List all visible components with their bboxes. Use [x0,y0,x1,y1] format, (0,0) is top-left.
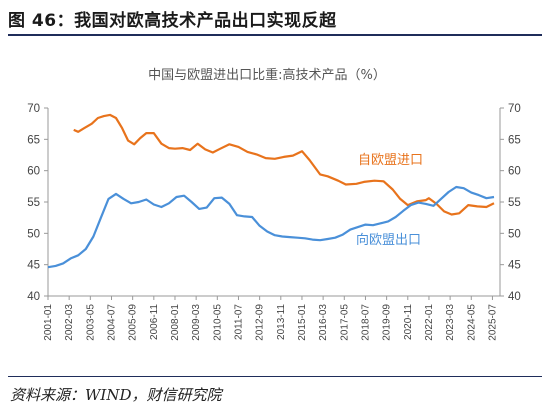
y-tick-label-left: 40 [27,291,40,303]
y-tick-label-left: 60 [27,166,40,178]
x-tick-label: 2023-03 [445,304,456,341]
x-tick-label: 2006-11 [149,304,160,340]
y-tick-label-right: 45 [508,260,521,272]
figure-title: 图 46：我国对欧高技术产品出口实现反超 [8,11,337,31]
y-tick-label-right: 60 [508,166,521,178]
x-tick-label: 2002-03 [64,304,75,341]
x-tick-label: 2018-07 [360,304,371,341]
line-chart: 中国与欧盟进出口比重:高技术产品（%） 40 40 45 45 50 50 55 55 60 60… [27,67,521,341]
source-note: 资料来源：WIND，财信研究院 [10,386,222,404]
x-tick-label: 2011-07 [233,304,244,340]
x-tick-label: 2001-01 [43,304,54,341]
y-tick-label-left: 70 [27,103,40,115]
y-tick-label-left: 55 [27,197,40,209]
x-tick-label: 2022-01 [424,304,435,341]
y-tick-label-right: 50 [508,228,521,240]
x-tick-label: 2012-09 [255,304,266,341]
source-rule [8,376,542,377]
x-tick-label: 2025-07 [487,304,498,341]
chart-title: 中国与欧盟进出口比重:高技术产品（%） [148,67,386,83]
x-tick-label: 2016-03 [318,304,329,341]
chart-axes: 40 40 45 45 50 50 55 55 60 60 65 65 70 70 2001-01 2002-… [27,103,521,341]
y-tick-label-right: 40 [508,291,521,303]
chart-series [47,113,495,269]
y-tick-label-left: 50 [27,228,40,240]
x-tick-label: 2019-09 [382,304,393,341]
x-tick-label: 2017-05 [339,304,350,341]
series-line-import [73,113,495,216]
x-tick-label: 2015-01 [297,304,308,341]
series-label-export: 向欧盟出口 [356,232,421,248]
x-tick-label: 2020-11 [403,304,414,340]
y-tick-label-right: 65 [508,134,521,146]
title-rule [8,34,542,36]
x-tick-label: 2013-11 [276,304,287,340]
series-label-import: 自欧盟进口 [358,153,423,168]
x-tick-label: 2003-05 [85,304,96,341]
x-tick-label: 2008-01 [170,304,181,341]
y-tick-label-right: 55 [508,197,521,209]
x-tick-label: 2009-03 [191,304,202,341]
x-tick-label: 2024-05 [466,304,477,341]
x-tick-label: 2010-05 [212,304,223,341]
x-tick-label: 2005-09 [128,304,139,341]
y-tick-label-left: 65 [27,134,40,146]
y-tick-label-right: 70 [508,103,521,115]
x-tick-label: 2004-07 [106,304,117,341]
y-tick-label-left: 45 [27,260,40,272]
series-line-export [47,185,495,269]
